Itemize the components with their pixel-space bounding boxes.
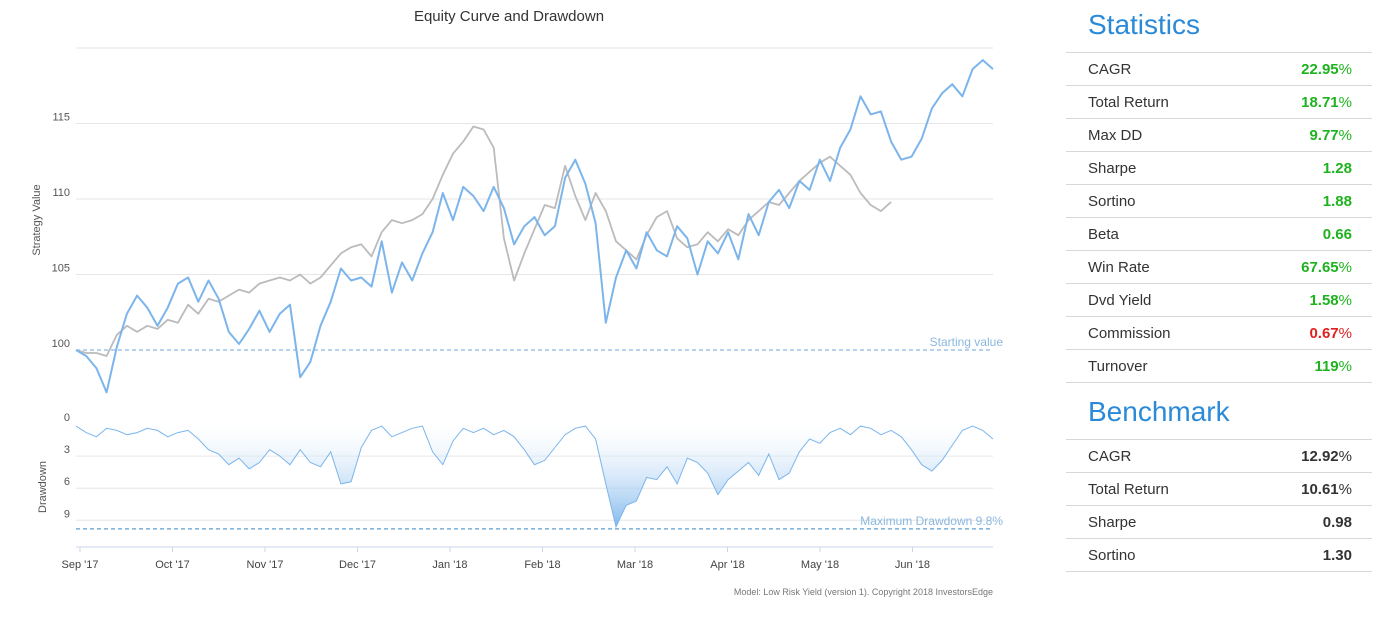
- benchmark-label: Sortino: [1088, 546, 1136, 564]
- chart-footer-note: Model: Low Risk Yield (version 1). Copyr…: [734, 587, 993, 597]
- benchmark-value: 10.61%: [1301, 480, 1352, 498]
- x-tick-label: Mar '18: [617, 559, 653, 571]
- y-tick-label: 100: [52, 338, 70, 350]
- statistics-label: Commission: [1088, 324, 1171, 342]
- x-tick-label: May '18: [801, 559, 839, 571]
- benchmark-value: 1.30: [1322, 546, 1352, 564]
- statistics-label: Sharpe: [1088, 159, 1137, 177]
- y-tick-label: 105: [52, 263, 70, 275]
- y-axis-title: Strategy Value: [31, 184, 43, 255]
- benchmark-line: [75, 125, 892, 357]
- x-tick-label: Nov '17: [247, 559, 284, 571]
- benchmark-row: Total Return 10.61%: [1066, 473, 1372, 506]
- statistics-label: Turnover: [1088, 357, 1148, 375]
- statistics-label: CAGR: [1088, 60, 1132, 78]
- x-tick-label: Jun '18: [895, 559, 930, 571]
- drawdown-axis-title: Drawdown: [37, 461, 49, 513]
- benchmark-value: 0.98: [1322, 513, 1352, 531]
- statistics-value: 0.66: [1322, 225, 1352, 243]
- benchmark-title: Benchmark: [1088, 396, 1230, 427]
- equity-chart: Equity Curve and Drawdown 100 105 110 115 St…: [31, 8, 1004, 597]
- benchmark-label: Total Return: [1088, 480, 1169, 498]
- statistics-row: Win Rate 67.65%: [1066, 251, 1372, 284]
- statistics-value: 1.58%: [1309, 291, 1352, 309]
- x-tick-label: Feb '18: [524, 559, 560, 571]
- x-tick-label: Oct '17: [155, 559, 190, 571]
- benchmark-label: Sharpe: [1088, 513, 1137, 531]
- statistics-value: 67.65%: [1301, 258, 1352, 276]
- statistics-label: Sortino: [1088, 192, 1136, 210]
- x-tick-label: Dec '17: [339, 559, 376, 571]
- statistics-row: Sharpe 1.28: [1066, 152, 1372, 185]
- benchmark-value: 12.92%: [1301, 447, 1352, 465]
- statistics-table: CAGR 22.95% Total Return 18.71% Max DD 9.77% S…: [1066, 52, 1372, 383]
- statistics-value: 1.28: [1322, 159, 1352, 177]
- drawdown-line: [75, 425, 994, 529]
- y-tick-label: 110: [52, 187, 70, 199]
- statistics-row: Max DD 9.77%: [1066, 119, 1372, 152]
- statistics-value: 1.88: [1322, 192, 1352, 210]
- chart-title: Equity Curve and Drawdown: [414, 8, 604, 25]
- statistics-value: 0.67%: [1309, 324, 1352, 342]
- statistics-title: Statistics: [1088, 9, 1201, 40]
- statistics-row: CAGR 22.95%: [1066, 53, 1372, 86]
- statistics-row: Beta 0.66: [1066, 218, 1372, 251]
- y-tick-label: 6: [64, 476, 70, 488]
- statistics-value: 119%: [1314, 357, 1352, 375]
- x-tick-label: Sep '17: [62, 559, 99, 571]
- statistics-row: Commission 0.67%: [1066, 317, 1372, 350]
- x-tick-label: Jan '18: [432, 559, 467, 571]
- strategy-line: [75, 59, 994, 394]
- statistics-label: Win Rate: [1088, 258, 1150, 276]
- y-tick-label: 9: [64, 508, 70, 520]
- statistics-row: Sortino 1.88: [1066, 185, 1372, 218]
- benchmark-row: Sharpe 0.98: [1066, 506, 1372, 539]
- stats-panel: Statistics CAGR 22.95% Total Return 18.71% M…: [1066, 0, 1372, 572]
- statistics-label: Total Return: [1088, 93, 1169, 111]
- benchmark-row: Sortino 1.30: [1066, 539, 1372, 572]
- statistics-row: Turnover 119%: [1066, 350, 1372, 383]
- statistics-row: Dvd Yield 1.58%: [1066, 284, 1372, 317]
- statistics-value: 9.77%: [1309, 126, 1352, 144]
- statistics-row: Total Return 18.71%: [1066, 86, 1372, 119]
- y-tick-label: 3: [64, 444, 70, 456]
- max-drawdown-label: Maximum Drawdown 9.8%: [860, 514, 1003, 528]
- benchmark-table: CAGR 12.92% Total Return 10.61% Sharpe 0.98 So…: [1066, 439, 1372, 572]
- statistics-label: Beta: [1088, 225, 1119, 243]
- y-tick-label: 0: [64, 412, 70, 424]
- benchmark-row: CAGR 12.92%: [1066, 440, 1372, 473]
- statistics-label: Max DD: [1088, 126, 1143, 144]
- statistics-value: 22.95%: [1301, 60, 1352, 78]
- drawdown-area: [76, 424, 993, 527]
- starting-value-label: Starting value: [930, 335, 1004, 349]
- x-tick-label: Apr '18: [710, 559, 745, 571]
- statistics-label: Dvd Yield: [1088, 291, 1152, 309]
- statistics-value: 18.71%: [1301, 93, 1352, 111]
- y-tick-label: 115: [52, 112, 70, 124]
- chart-svg: Equity Curve and Drawdown 100 105 110 115 St…: [31, 8, 1004, 597]
- benchmark-label: CAGR: [1088, 447, 1132, 465]
